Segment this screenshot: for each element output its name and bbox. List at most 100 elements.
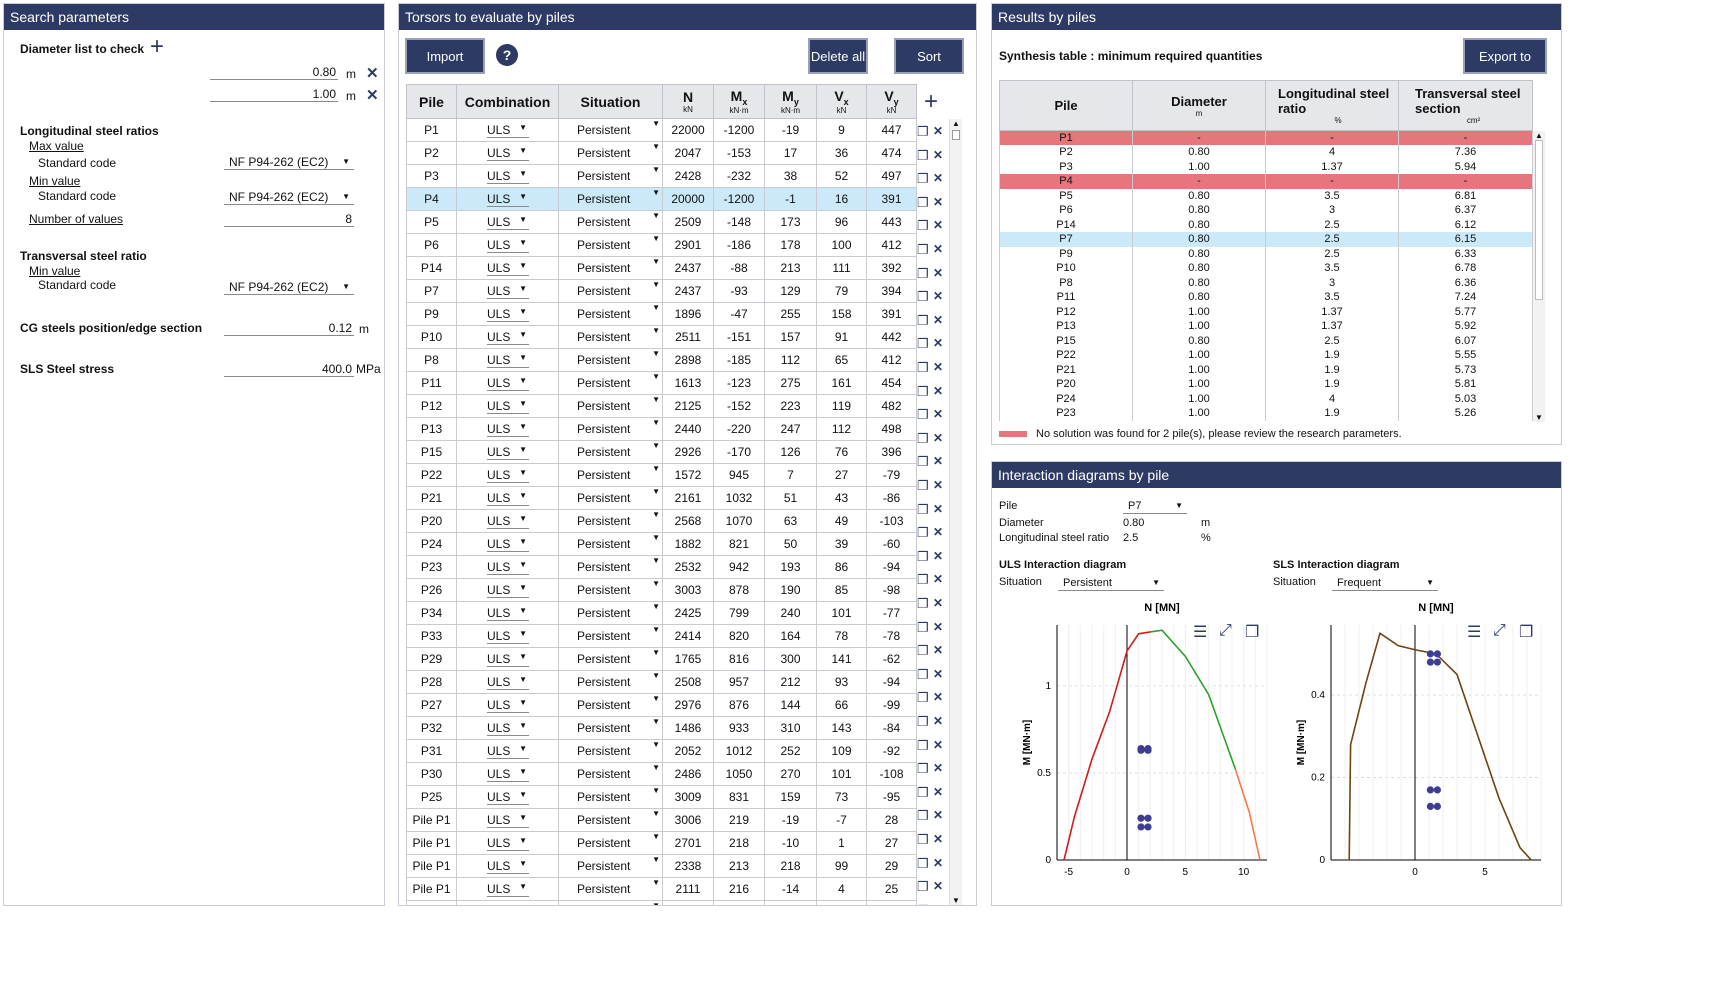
situation-select[interactable]: Persistent ▼ <box>577 856 660 874</box>
cell-vx[interactable]: 79 <box>816 279 867 303</box>
cell-situation[interactable]: Persistent ▼ <box>558 693 663 717</box>
cell-n[interactable]: 2976 <box>662 693 714 717</box>
cell-situation[interactable]: Persistent ▼ <box>558 141 663 165</box>
row-copy-icon[interactable]: ❐ <box>917 666 929 682</box>
cell-combination[interactable]: ULS ▼ <box>456 624 559 648</box>
cell-n[interactable]: 2486 <box>662 762 714 786</box>
cell-situation[interactable]: Persistent ▼ <box>558 302 663 326</box>
delete-all-button[interactable]: Delete all <box>808 38 868 74</box>
cell-vy[interactable]: 498 <box>866 417 917 441</box>
row-copy-icon[interactable]: ❐ <box>917 312 929 328</box>
combination-select[interactable]: ULS ▼ <box>487 307 529 322</box>
cell-combination[interactable]: ULS ▼ <box>456 417 559 441</box>
cell-mx[interactable]: 219 <box>713 808 765 832</box>
cell-pile[interactable]: P7 <box>406 279 457 303</box>
cell-my[interactable]: 164 <box>764 624 817 648</box>
cell-combination[interactable]: ULS ▼ <box>456 394 559 418</box>
export-excel-button[interactable]: Export to Excel <box>1463 38 1547 98</box>
cell-vy[interactable]: -78 <box>866 624 917 648</box>
combination-select[interactable]: ULS ▼ <box>487 836 529 851</box>
trans-standard-code-select[interactable]: NF P94-262 (EC2) ▼ <box>224 279 354 295</box>
scroll-up-icon[interactable]: ▲ <box>952 119 960 128</box>
combination-select[interactable]: ULS ▼ <box>487 514 529 529</box>
cell-vy[interactable]: -94 <box>866 670 917 694</box>
situation-select[interactable]: Persistent ▼ <box>577 534 660 552</box>
torsor-row[interactable]: P23 ULS ▼ Persistent ▼ 2532 942 193 86 -94 <box>406 555 917 579</box>
cell-vx[interactable]: 4 <box>816 877 867 901</box>
cell-n[interactable]: 2440 <box>662 417 714 441</box>
col-pile[interactable]: Pile <box>406 84 457 119</box>
cell-situation[interactable]: Persistent ▼ <box>558 164 663 188</box>
cell-vy[interactable]: 396 <box>866 440 917 464</box>
cell-situation[interactable]: Persistent ▼ <box>558 233 663 257</box>
col-mx[interactable]: Mx kN·m <box>713 84 765 119</box>
situation-select[interactable]: Persistent ▼ <box>577 212 660 230</box>
situation-select[interactable]: Persistent ▼ <box>577 373 660 391</box>
torsor-row[interactable]: P12 ULS ▼ Persistent ▼ 2125 -152 223 119 482 <box>406 394 917 418</box>
combination-select[interactable]: ULS ▼ <box>487 675 529 690</box>
situation-select[interactable]: Persistent ▼ <box>577 396 660 414</box>
cell-pile[interactable]: P10 <box>406 325 457 349</box>
cell-vy[interactable]: 392 <box>866 256 917 280</box>
torsor-row[interactable]: P29 ULS ▼ Persistent ▼ 1765 816 300 141 -62 <box>406 647 917 671</box>
combination-select[interactable]: ULS ▼ <box>487 422 529 437</box>
cell-combination[interactable]: ULS ▼ <box>456 647 559 671</box>
cell-vy[interactable]: 391 <box>866 302 917 326</box>
row-copy-icon[interactable]: ❐ <box>917 124 929 139</box>
cell-pile[interactable]: P31 <box>406 739 457 763</box>
synthesis-row[interactable]: P14 0.80 2.5 6.12 <box>999 217 1533 232</box>
row-delete-icon[interactable]: ✕ <box>933 643 944 658</box>
cell-my[interactable]: 112 <box>764 348 817 372</box>
cell-situation[interactable]: Persistent ▼ <box>558 417 663 441</box>
row-delete-icon[interactable]: ✕ <box>933 737 944 752</box>
torsor-row[interactable]: P34 ULS ▼ Persistent ▼ 2425 799 240 101 -77 <box>406 601 917 625</box>
cell-n[interactable]: 2437 <box>662 256 714 280</box>
cell-my[interactable]: 223 <box>764 394 817 418</box>
combination-select[interactable]: ULS ▼ <box>487 698 529 713</box>
combination-select[interactable]: ULS ▼ <box>487 767 529 782</box>
cell-vy[interactable]: 28 <box>866 808 917 832</box>
situation-select[interactable]: Persistent ▼ <box>577 603 660 621</box>
cell-mx[interactable]: -1200 <box>713 187 765 211</box>
cell-vx[interactable]: 16 <box>816 187 867 211</box>
cell-pile[interactable]: P13 <box>406 417 457 441</box>
col-vx[interactable]: Vx kN <box>816 84 867 119</box>
max-standard-code-select[interactable]: NF P94-262 (EC2) ▼ <box>224 154 354 170</box>
cell-my[interactable]: 300 <box>764 647 817 671</box>
cell-vy[interactable]: 474 <box>866 141 917 165</box>
cell-vx[interactable]: 96 <box>816 210 867 234</box>
row-delete-icon[interactable]: ✕ <box>933 430 944 445</box>
cell-n[interactable]: 2161 <box>662 486 714 510</box>
combination-select[interactable]: ULS ▼ <box>487 583 529 598</box>
cell-n[interactable]: 1486 <box>662 716 714 740</box>
copy-icon[interactable]: ❐ <box>1245 624 1260 641</box>
situation-select[interactable]: Persistent ▼ <box>577 189 660 207</box>
synthesis-row[interactable]: P7 0.80 2.5 6.15 <box>999 232 1533 247</box>
synthesis-row[interactable]: P3 1.00 1.37 5.94 <box>999 159 1533 174</box>
cell-combination[interactable]: ULS ▼ <box>456 601 559 625</box>
cell-my[interactable]: 190 <box>764 578 817 602</box>
torsor-row[interactable]: P10 ULS ▼ Persistent ▼ 2511 -151 157 91 442 <box>406 325 917 349</box>
cell-combination[interactable]: ULS ▼ <box>456 325 559 349</box>
synthesis-row[interactable]: P23 1.00 1.9 5.26 <box>999 406 1533 421</box>
cell-vy[interactable]: 442 <box>866 325 917 349</box>
row-copy-icon[interactable]: ❐ <box>917 383 929 399</box>
cell-vx[interactable]: 101 <box>816 601 867 625</box>
cell-vy[interactable]: -108 <box>866 762 917 786</box>
combination-select[interactable]: ULS ▼ <box>487 537 529 552</box>
row-delete-icon[interactable]: ✕ <box>933 903 943 905</box>
cell-vy[interactable]: -98 <box>866 578 917 602</box>
row-delete-icon[interactable]: ✕ <box>933 124 944 138</box>
cell-vy[interactable]: 29 <box>866 854 917 878</box>
cell-situation[interactable]: Persistent ▼ <box>558 670 663 694</box>
cell-combination[interactable]: ULS ▼ <box>456 302 559 326</box>
cell-combination[interactable]: ULS ▼ <box>456 486 559 510</box>
cell-pile[interactable]: Pile P1 <box>406 808 457 832</box>
cell-my[interactable]: 129 <box>764 279 817 303</box>
cell-mx[interactable]: -170 <box>713 440 765 464</box>
cell-situation[interactable]: Persistent ▼ <box>558 739 663 763</box>
row-copy-icon[interactable]: ❐ <box>917 572 929 588</box>
cell-situation[interactable]: Persistent ▼ <box>558 647 663 671</box>
cell-vx[interactable]: 93 <box>816 670 867 694</box>
situation-select[interactable]: Persistent ▼ <box>577 879 660 897</box>
